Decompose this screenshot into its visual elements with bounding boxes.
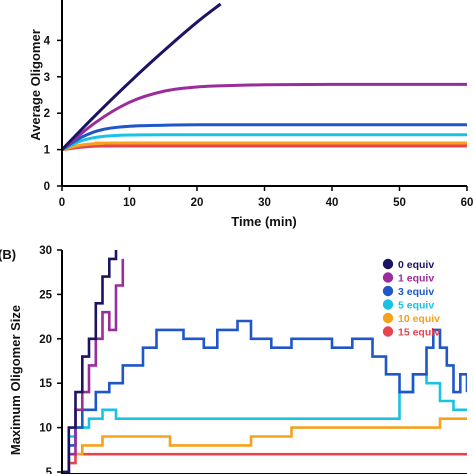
panel-a-x-tick-label: 10 [123, 197, 136, 209]
panel-b-y-tick-label: 20 [39, 334, 52, 346]
panel-a-y-tick-label: 3 [44, 72, 50, 84]
panel-b-label: (B) [0, 247, 16, 262]
panel-a-series-line-2 [62, 123, 467, 151]
legend-marker [382, 285, 394, 297]
panel-a-x-tick-label: 60 [461, 197, 474, 209]
legend-label: 3 equiv [398, 286, 434, 298]
panel-a-x-tick-label: 30 [258, 197, 271, 209]
panel-b-y-axis-label: Maximum Oligomer Size [8, 305, 23, 455]
panel-b-chart: (B) 5 10 15 20 25 30 Maximum Oligomer Size 0 … [0, 245, 467, 474]
panel-b-series-line-1 [62, 258, 125, 474]
legend-marker [382, 272, 394, 283]
panel-a-chart: 0 10 20 30 40 50 60 0 1 2 3 4 Time (min) Average O… [28, 0, 473, 229]
panel-a-x-tick-label: 50 [393, 197, 406, 209]
panel-b-y-tick-label: 30 [39, 245, 52, 257]
panel-b-y-ticks: 5 10 15 20 25 30 [39, 245, 62, 474]
panel-a-y-tick-label: 1 [44, 145, 51, 157]
legend-label: 10 equiv [398, 313, 440, 325]
panel-b-series-line-2 [62, 319, 467, 474]
panel-a-series-line-4 [62, 141, 467, 152]
panel-a-series-line-5 [62, 144, 467, 152]
panel-b-y-tick-label: 15 [39, 378, 52, 390]
panel-a-series-line-3 [62, 133, 467, 151]
panel-a-y-tick-label: 0 [44, 181, 50, 193]
panel-a-y-tick-label: 2 [44, 108, 50, 120]
legend-label: 15 equiv [398, 327, 440, 339]
panel-a-y-axis-label: Average Oligomer [28, 29, 43, 141]
panel-a-y-tick-label: 4 [44, 35, 51, 47]
legend-label: 0 equiv [398, 259, 434, 271]
panel-a-series-line-0 [62, 2, 222, 151]
legend-marker [382, 258, 394, 270]
panel-b-series-line-5 [62, 452, 467, 474]
legend-marker [382, 326, 394, 337]
panel-b-series-line-0 [62, 250, 118, 474]
panel-b-series-line-3 [62, 373, 467, 474]
panel-b-series-group [62, 250, 467, 474]
panel-a-x-ticks: 0 10 20 30 40 50 60 [59, 186, 474, 209]
legend-label: 1 equiv [398, 273, 434, 285]
panel-a-series-line-1 [62, 82, 467, 151]
panel-a-x-tick-label: 20 [191, 197, 204, 209]
legend-label: 5 equiv [398, 300, 434, 312]
panel-a-x-tick-label: 40 [326, 197, 339, 209]
panel-a-series-group [62, 2, 467, 152]
panel-a-x-tick-label: 0 [59, 197, 65, 209]
legend-marker [382, 312, 394, 324]
panel-a-y-ticks: 0 1 2 3 4 [44, 35, 62, 193]
panel-b-y-tick-label: 5 [46, 467, 53, 474]
panel-a-x-axis-label: Time (min) [231, 214, 297, 229]
panel-b-y-tick-label: 10 [39, 423, 52, 435]
legend-marker [382, 299, 394, 310]
panel-b-y-tick-label: 25 [39, 289, 52, 301]
panel-b-series-line-4 [62, 417, 467, 474]
